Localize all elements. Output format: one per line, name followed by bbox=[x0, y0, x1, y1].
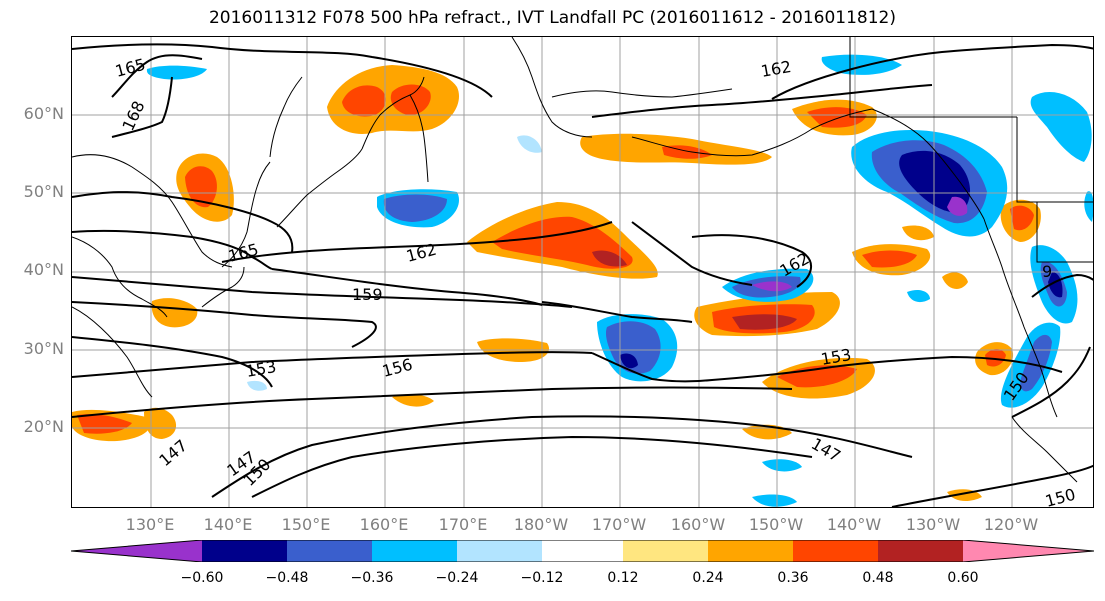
colorbar-segment bbox=[793, 540, 878, 562]
lon-label-170e: 170°E bbox=[438, 515, 488, 534]
colorbar-extend-high bbox=[963, 540, 1094, 562]
contour-label-162-north: 162 bbox=[759, 57, 792, 81]
colorbar-extend-low bbox=[71, 540, 202, 562]
colorbar-segment bbox=[287, 540, 372, 562]
colorbar-tick: 0.48 bbox=[862, 570, 894, 586]
contour-labels: 165 168 162 162 159 153 156 165 162 153 … bbox=[113, 55, 1077, 508]
lat-label-40n: 40°N bbox=[23, 260, 64, 279]
map-title: 2016011312 F078 500 hPa refract., IVT La… bbox=[208, 8, 896, 28]
colorbar-segment bbox=[878, 540, 963, 562]
lon-label-160w: 160°W bbox=[670, 515, 726, 534]
colorbar-tick: −0.24 bbox=[435, 570, 479, 586]
contour-label-165-nw: 165 bbox=[113, 55, 147, 81]
colorbar-segment bbox=[372, 540, 457, 562]
shaded-positive-regions bbox=[72, 65, 1041, 502]
lon-label-140w: 140°W bbox=[826, 515, 882, 534]
lon-label-180w: 180°W bbox=[513, 515, 569, 534]
contour-label-159: 159 bbox=[352, 285, 383, 304]
colorbar-tick: 0.60 bbox=[947, 570, 979, 586]
colorbar-segment bbox=[708, 540, 793, 562]
contour-label-162-center: 162 bbox=[404, 240, 438, 266]
lon-label-150w: 150°W bbox=[748, 515, 804, 534]
lat-label-60n: 60°N bbox=[23, 104, 64, 123]
contour-lines bbox=[72, 43, 1093, 507]
lon-label-130w: 130°W bbox=[905, 515, 961, 534]
colorbar-tick: 0.36 bbox=[777, 570, 809, 586]
colorbar-tick: −0.12 bbox=[520, 570, 564, 586]
lon-label-170w: 170°W bbox=[591, 515, 647, 534]
map-panel: 165 168 162 162 159 153 156 165 162 153 … bbox=[71, 36, 1094, 508]
colorbar-tick: 0.12 bbox=[607, 570, 639, 586]
lat-label-20n: 20°N bbox=[23, 417, 64, 436]
lon-label-150e: 150°E bbox=[281, 515, 331, 534]
map-canvas: 165 168 162 162 159 153 156 165 162 153 … bbox=[72, 37, 1093, 508]
lon-label-120w: 120°W bbox=[983, 515, 1039, 534]
colorbar-tick: −0.48 bbox=[265, 570, 309, 586]
lon-label-160e: 160°E bbox=[359, 515, 409, 534]
graticule bbox=[72, 37, 1093, 507]
lon-label-140e: 140°E bbox=[203, 515, 253, 534]
colorbar-segment bbox=[457, 540, 542, 562]
lon-label-130e: 130°E bbox=[125, 515, 175, 534]
colorbar-tick: −0.36 bbox=[350, 570, 394, 586]
contour-label-165-japan: 165 bbox=[226, 240, 260, 266]
colorbar-segment bbox=[202, 540, 287, 562]
colorbar-segment bbox=[623, 540, 708, 562]
contour-label-147-west: 147 bbox=[155, 436, 191, 470]
lat-label-30n: 30°N bbox=[23, 339, 64, 358]
contour-label-153-west: 153 bbox=[244, 357, 277, 381]
contour-label-9: 9 bbox=[1042, 262, 1052, 281]
colorbar-tick: −0.60 bbox=[180, 570, 224, 586]
colorbar bbox=[71, 540, 1094, 562]
contour-label-150-east: 150 bbox=[1043, 485, 1077, 508]
coastlines bbox=[72, 37, 1093, 483]
colorbar-tick: 0.24 bbox=[692, 570, 724, 586]
lat-label-50n: 50°N bbox=[23, 182, 64, 201]
